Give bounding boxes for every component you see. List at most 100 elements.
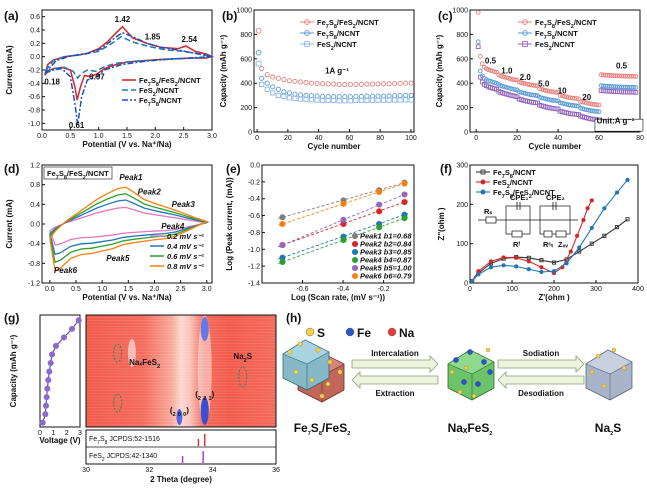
- resistor-rs: [485, 216, 497, 224]
- data-point: [358, 93, 364, 99]
- phase-annotation: NaₓFeS2: [129, 358, 160, 370]
- data-point: [476, 272, 481, 277]
- heatmap-streak: [85, 390, 277, 392]
- data-point: [501, 263, 506, 268]
- atom-s: [287, 349, 293, 355]
- heatmap-streak: [85, 362, 277, 364]
- x-tick-label: -0.6: [297, 286, 309, 293]
- panel-d: 0.0 0.5 1.0 1.5 2.0 2.5 3.0 -1.2 -0.8 -0.4 0.0 0.4 0…: [4, 162, 213, 302]
- x-tick-label: 1.5: [123, 286, 133, 293]
- heatmap-streak: [85, 334, 277, 336]
- data-point: [292, 91, 298, 97]
- legend-entry: Fe7S8/FeS2/NCNT: [139, 76, 201, 88]
- data-point: [582, 100, 588, 105]
- heatmap-streak: [85, 342, 277, 344]
- data-point: [578, 105, 583, 111]
- crystal-face: [282, 339, 330, 365]
- voltage-point: [75, 317, 82, 324]
- peak-annotation: Peak1: [119, 173, 143, 182]
- capacity-axis-label: Capacity (mAh g⁻¹): [9, 334, 18, 407]
- title-box-text: Fe7S8/FeS2/NCNT: [47, 169, 109, 181]
- data-point: [358, 81, 364, 87]
- data-point: [475, 10, 481, 15]
- data-point: [625, 217, 630, 222]
- x-tick-label: 0: [468, 286, 472, 293]
- voltage-point: [45, 377, 52, 384]
- atom-s: [449, 369, 455, 375]
- arrow-label: Intercalation: [371, 349, 419, 358]
- y-tick-label: 0: [464, 281, 468, 288]
- heatmap-field: [86, 315, 276, 427]
- data-point: [533, 93, 538, 98]
- voltage-tick-label: 3: [78, 430, 82, 437]
- data-point: [331, 81, 337, 87]
- y-axis-label: Current (mA): [5, 45, 14, 95]
- legend-entry: Peak2 b2=0.84: [360, 240, 412, 249]
- data-point: [314, 93, 320, 99]
- data-point: [500, 74, 506, 79]
- y-tick-label: 600: [456, 56, 468, 63]
- y-tick-label: 400: [456, 81, 468, 88]
- x-tick-label: 1.0: [94, 133, 104, 140]
- data-point: [584, 100, 590, 106]
- data-point: [297, 92, 304, 98]
- rate-annotation: 20: [582, 93, 591, 102]
- peak-annotation: 0.18: [44, 78, 60, 87]
- data-point: [386, 81, 392, 87]
- voltage-point: [44, 385, 51, 392]
- crystal-caption: Na2S: [595, 421, 621, 437]
- fit-line: [278, 200, 409, 247]
- data-point: [510, 86, 516, 92]
- data-point: [633, 74, 639, 79]
- y-tick-label: 1.2: [30, 163, 40, 170]
- data-point: [264, 72, 270, 78]
- rate-annotation: 2.0: [520, 73, 532, 82]
- y-tick-label: -0.4: [28, 81, 40, 88]
- x-tick-label: 30: [82, 467, 90, 474]
- x-tick-label: -0.4: [337, 286, 349, 293]
- data-point: [561, 101, 567, 107]
- x-tick-label: 1.0: [97, 286, 107, 293]
- legend-entry: Fe7S8/FeS2/NCNT: [493, 188, 555, 200]
- data-point: [539, 265, 544, 270]
- data-point: [259, 66, 265, 72]
- data-point: [320, 81, 326, 87]
- legend-marker: [304, 19, 310, 25]
- data-point: [488, 259, 494, 264]
- peak-feature-blue: [200, 317, 209, 341]
- data-point: [506, 85, 512, 91]
- x-tick-label: 0: [255, 135, 259, 142]
- x-tick-label: 20: [513, 135, 521, 142]
- peak-feature-blue: [200, 397, 209, 425]
- data-point: [401, 199, 408, 206]
- data-point: [281, 89, 287, 95]
- fit-line: [278, 181, 409, 226]
- y-tick-label: 800: [456, 32, 468, 39]
- data-point: [582, 106, 588, 112]
- fit-line: [278, 213, 409, 260]
- phase-annotation: (2 0 0): [170, 406, 189, 418]
- arrow-shape: [497, 371, 585, 389]
- x-tick-label: 20: [284, 135, 292, 142]
- data-point: [508, 86, 514, 91]
- peak-feature: [127, 339, 136, 367]
- x-tick-label: 3.0: [207, 133, 217, 140]
- peak-annotation: Peak6: [54, 266, 78, 275]
- arrow-shape: [497, 355, 585, 373]
- data-point: [336, 81, 342, 87]
- data-point: [386, 97, 392, 103]
- legend-marker: [522, 41, 528, 47]
- peak-feature: [197, 315, 212, 425]
- atom-s: [327, 359, 333, 365]
- x-axis-label: 2 Theta (degree): [150, 475, 212, 484]
- data-point: [475, 39, 481, 45]
- highlight-ellipse: [238, 366, 248, 388]
- data-point: [386, 93, 392, 99]
- plot-frame: [261, 164, 415, 284]
- plot-frame: [469, 9, 641, 133]
- x-axis-label: Z'(ohm ): [538, 293, 570, 302]
- atom-fe: [467, 349, 473, 355]
- data-point: [336, 94, 342, 100]
- data-point: [522, 81, 528, 87]
- phase-annotation: (2 2 1): [195, 390, 214, 402]
